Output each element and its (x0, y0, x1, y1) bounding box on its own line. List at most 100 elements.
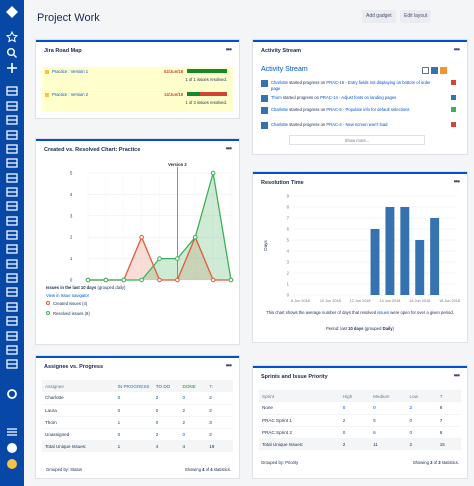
gadget-menu-button[interactable]: ••• (453, 45, 460, 54)
column-header[interactable]: T (437, 390, 461, 402)
cell-value[interactable]: 7 (437, 414, 461, 426)
cell-value[interactable]: 0 (340, 402, 370, 414)
column-header[interactable]: T: (206, 380, 233, 392)
data-point[interactable] (85, 277, 91, 283)
cell-value[interactable]: 0 (153, 404, 180, 416)
cell-value[interactable]: 1 (115, 416, 153, 428)
avatar-icon[interactable] (5, 458, 19, 470)
activity-user-link[interactable]: Thom (271, 95, 282, 100)
column-header[interactable]: Assignee (42, 380, 115, 392)
data-point[interactable] (121, 277, 127, 283)
calendar-icon[interactable] (5, 186, 19, 198)
rss-icon[interactable] (440, 67, 447, 74)
refresh-icon[interactable] (431, 67, 438, 74)
activity-issue-link[interactable]: PRAC-4 (326, 122, 342, 127)
gadget-menu-button[interactable]: ••• (225, 45, 232, 54)
activity-summary-link[interactable]: - Entry fields not displaying on bottom … (271, 80, 431, 91)
settings-icon[interactable] (5, 388, 19, 400)
bar[interactable] (385, 207, 395, 295)
column-header[interactable]: Low (406, 390, 436, 402)
column-header[interactable]: Sprint (259, 390, 340, 402)
board-icon[interactable] (5, 85, 19, 97)
cell-value[interactable]: 0 (370, 402, 406, 414)
bar[interactable] (400, 207, 410, 295)
data-point[interactable] (175, 256, 180, 261)
cell-value[interactable]: 2 (153, 392, 180, 404)
shortcut-icon[interactable] (5, 229, 19, 241)
reports-icon[interactable] (5, 129, 19, 141)
shortcut-icon[interactable] (5, 243, 19, 255)
plus-icon[interactable] (5, 62, 19, 74)
cell-value[interactable]: 2 (206, 404, 233, 416)
data-point[interactable] (157, 256, 162, 261)
cell-value[interactable]: 2 (206, 428, 233, 440)
version-link[interactable]: Practice : Version 1 (52, 69, 89, 74)
star-icon[interactable] (5, 31, 19, 43)
bar[interactable] (415, 240, 425, 295)
activity-issue-link[interactable]: PRAC-9 (326, 107, 342, 112)
data-point[interactable] (210, 170, 216, 176)
help-icon[interactable] (5, 442, 19, 454)
shortcut-icon[interactable] (5, 272, 19, 284)
cell-value[interactable]: 2 (180, 416, 207, 428)
components-icon[interactable] (5, 157, 19, 169)
activity-summary-link[interactable]: - Populate info for default selections (341, 107, 410, 112)
search-icon[interactable] (5, 47, 19, 59)
shortcut-icon[interactable] (5, 344, 19, 356)
activity-issue-link[interactable]: PRAC-14 (320, 95, 338, 100)
column-header[interactable]: Medium (370, 390, 406, 402)
jira-logo-icon[interactable] (5, 6, 19, 18)
column-header[interactable]: TO DO (153, 380, 180, 392)
cloud-icon[interactable] (5, 200, 19, 212)
edit-layout-button[interactable]: Edit layout (400, 10, 432, 23)
cell-value[interactable]: 2 (180, 404, 207, 416)
activity-summary-link[interactable]: - Adjust fonts on landing pages (337, 95, 397, 100)
data-point[interactable] (175, 277, 180, 283)
data-point[interactable] (139, 234, 144, 240)
issues-icon[interactable] (5, 143, 19, 155)
shortcut-icon[interactable] (5, 358, 19, 370)
cell-value[interactable]: 5 (370, 414, 406, 426)
cell-value[interactable]: 2 (153, 428, 180, 440)
cell-value[interactable]: 0 (340, 426, 370, 438)
issues-link[interactable]: issues (377, 310, 390, 315)
data-point[interactable] (228, 277, 234, 283)
cell-value[interactable]: 3 (206, 416, 233, 428)
data-point[interactable] (103, 277, 109, 283)
cell-value[interactable]: 0 (406, 414, 436, 426)
add-gadget-button[interactable]: Add gadget (362, 10, 396, 23)
releases-icon[interactable] (5, 114, 19, 126)
column-header[interactable]: IN PROGRESS (115, 380, 153, 392)
issue-navigator-link[interactable]: View in Issue navigator (46, 293, 89, 298)
data-point[interactable] (210, 277, 216, 283)
cell-value[interactable]: 0 (180, 428, 207, 440)
cell-value[interactable]: 0 (115, 428, 153, 440)
cell-value[interactable]: 6 (370, 426, 406, 438)
data-point[interactable] (192, 234, 198, 240)
page-icon[interactable] (5, 215, 19, 227)
shortcut-icon[interactable] (5, 258, 19, 270)
cell-value[interactable]: 2 (340, 414, 370, 426)
rocket-icon[interactable] (5, 172, 19, 184)
cell-value[interactable]: 0 (406, 426, 436, 438)
cell-value[interactable]: 2 (206, 392, 233, 404)
bar[interactable] (430, 218, 440, 295)
shortcut-icon[interactable] (5, 286, 19, 298)
version-link[interactable]: Practice : Version 2 (52, 92, 89, 97)
activity-summary-link[interactable]: - New screen won't load (341, 122, 388, 127)
shortcut-icon[interactable] (5, 330, 19, 342)
menu-icon[interactable] (5, 426, 19, 438)
activity-user-link[interactable]: Charlotte (271, 107, 288, 112)
activity-user-link[interactable]: Charlotte (271, 122, 288, 127)
cell-value[interactable]: 2 (406, 402, 436, 414)
backlog-icon[interactable] (5, 100, 19, 112)
shortcut-icon[interactable] (5, 301, 19, 313)
shortcut-icon[interactable] (5, 315, 19, 327)
column-header[interactable]: High (340, 390, 370, 402)
activity-user-link[interactable]: Charlotte (271, 80, 288, 85)
data-point[interactable] (139, 277, 144, 283)
gadget-menu-button[interactable]: ••• (453, 177, 460, 186)
bar[interactable] (370, 229, 380, 295)
activity-issue-link[interactable]: PRAC-16 (326, 80, 345, 85)
cell-value[interactable]: 0 (180, 392, 207, 404)
